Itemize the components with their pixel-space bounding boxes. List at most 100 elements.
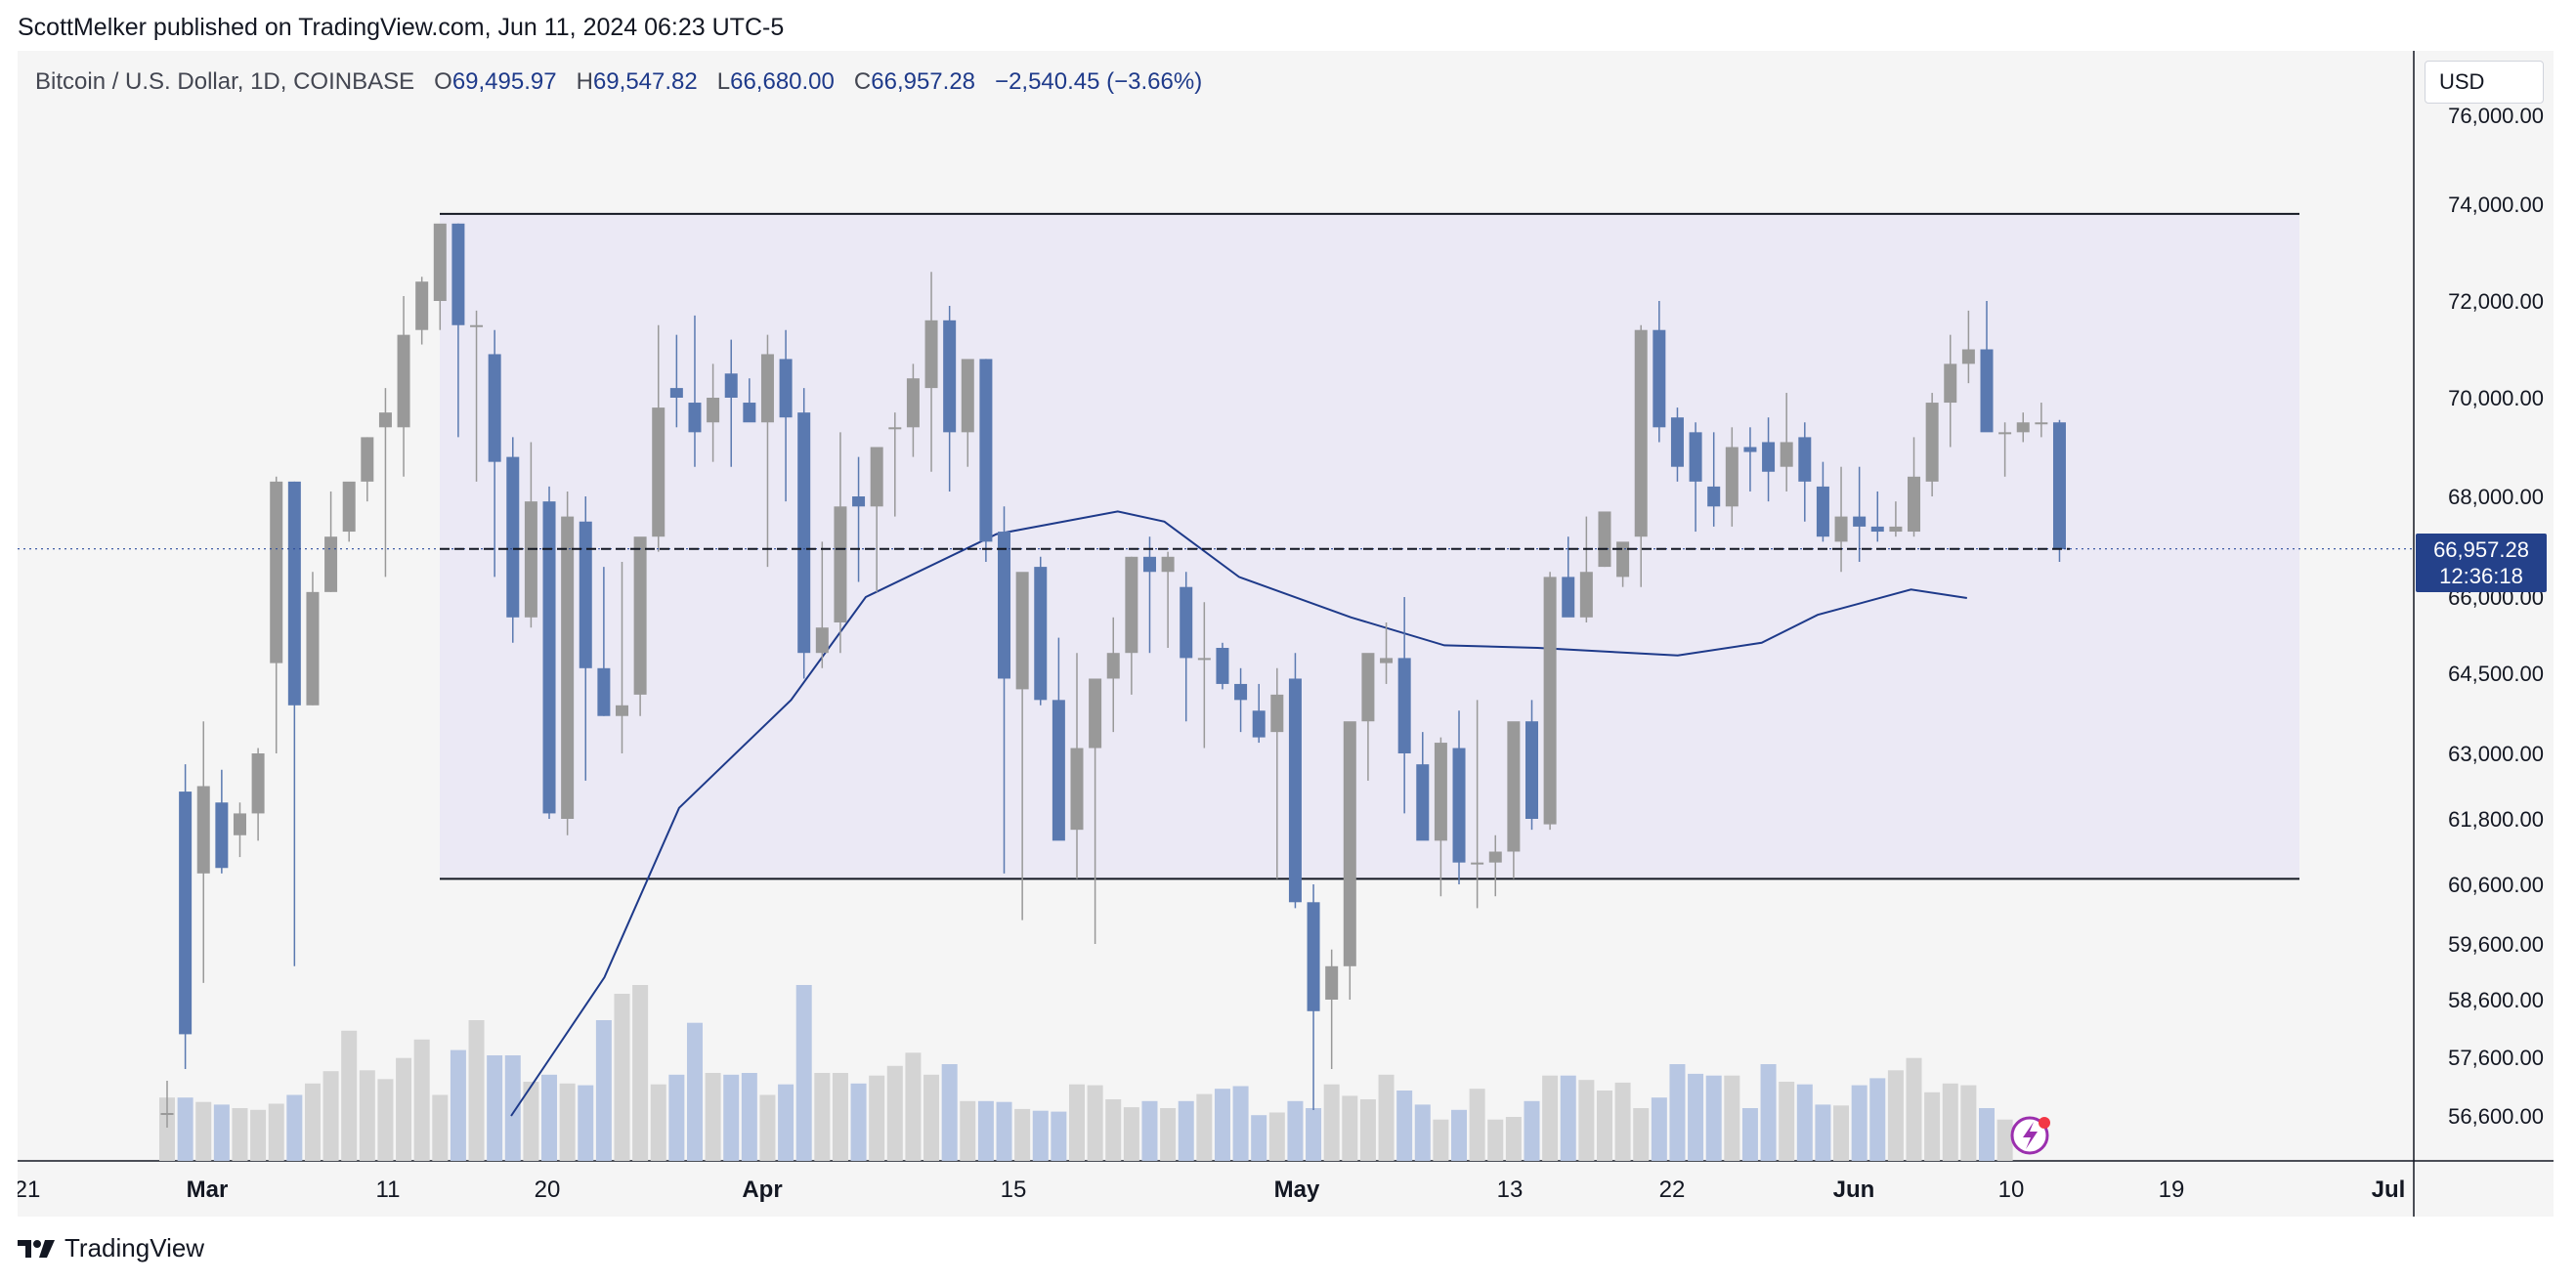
candle-body — [1307, 902, 1320, 1011]
volume-bar — [1833, 1105, 1850, 1161]
time-tick-label: 15 — [1001, 1177, 1027, 1203]
candle-body — [361, 437, 374, 482]
candle-body — [251, 753, 265, 814]
volume-bar — [1032, 1110, 1049, 1161]
candle-body — [1525, 721, 1538, 819]
volume-bar — [686, 1022, 703, 1161]
candle-body — [470, 324, 484, 327]
candle-body — [633, 536, 647, 695]
volume-bar — [1779, 1082, 1795, 1161]
candle-body — [779, 359, 793, 418]
price-axis: 56,600.00 57,600.00 58,600.00 59,600.00 60,6… — [2448, 104, 2544, 1129]
candle-body — [270, 481, 283, 663]
legend-low: 66,680.00 — [730, 68, 835, 95]
alert-icon[interactable] — [2010, 1116, 2050, 1155]
candle-body — [1234, 683, 1248, 701]
candle-body — [888, 427, 902, 430]
volume-bar — [1651, 1097, 1667, 1161]
candle-body — [1579, 572, 1593, 618]
volume-bar — [250, 1109, 267, 1161]
volume-bar — [869, 1075, 885, 1161]
time-tick-label: Mar — [187, 1177, 229, 1203]
candle-body — [1325, 965, 1339, 1000]
candle-body — [378, 412, 392, 428]
time-tick-label: Jun — [1833, 1177, 1875, 1203]
volume-bar — [268, 1103, 284, 1161]
candle-body — [943, 320, 957, 433]
volume-bar — [578, 1085, 594, 1161]
candle-body — [616, 705, 628, 716]
volume-bar — [1251, 1115, 1267, 1161]
candle-body — [1106, 653, 1120, 679]
candle-body — [306, 591, 320, 706]
candle-body — [1034, 567, 1048, 701]
candle-body — [2052, 422, 2066, 550]
volume-bar — [795, 985, 812, 1161]
candle-body — [488, 354, 501, 462]
candle-body — [1834, 516, 1848, 542]
price-chart[interactable]: 56,600.00 57,600.00 58,600.00 59,600.00 60,6… — [18, 51, 2554, 1217]
volume-bar — [1051, 1111, 1067, 1161]
candle-body — [1416, 764, 1430, 841]
volume-bar — [614, 994, 630, 1161]
volume-bar — [996, 1101, 1012, 1161]
legend-low-label: L — [716, 68, 731, 95]
volume-bar — [177, 1097, 193, 1161]
price-tick-label: 63,000.00 — [2448, 742, 2544, 766]
volume-bar — [1851, 1085, 1868, 1161]
candle-body — [597, 667, 611, 716]
candle-body — [561, 516, 575, 819]
time-tick-label: Apr — [742, 1177, 782, 1203]
volume-bar — [1596, 1091, 1612, 1161]
volume-bar — [1741, 1108, 1758, 1161]
candle-body — [215, 802, 229, 869]
volume-bar — [905, 1052, 922, 1161]
footer-brand[interactable]: TradingView — [18, 1233, 204, 1263]
candle-body — [1944, 364, 1957, 404]
volume-bar — [1578, 1080, 1595, 1161]
price-tick-label: 74,000.00 — [2448, 193, 2544, 217]
candle-body — [579, 521, 592, 668]
time-tick-label: 20 — [535, 1177, 561, 1203]
price-tick-label: 57,600.00 — [2448, 1046, 2544, 1070]
volume-bar — [1487, 1119, 1504, 1161]
candle-body — [1998, 432, 2012, 435]
volume-bar — [1323, 1084, 1340, 1161]
currency-button[interactable]: USD — [2425, 61, 2544, 104]
volume-bar — [632, 985, 649, 1161]
volume-bar — [1287, 1100, 1304, 1161]
candle-body — [1125, 556, 1138, 654]
volume-bar — [1924, 1091, 1941, 1161]
candle-body — [1762, 442, 1776, 472]
volume-bar — [504, 1055, 521, 1161]
price-tick-label: 59,600.00 — [2448, 932, 2544, 957]
time-tick-label: May — [1274, 1177, 1320, 1203]
moving-average — [510, 510, 1967, 1117]
volume-bar — [1669, 1064, 1686, 1161]
candle-body — [979, 359, 993, 542]
volume-bar — [468, 1020, 485, 1161]
volume-bar — [650, 1084, 666, 1161]
candle-body — [760, 354, 774, 423]
candle-body — [906, 378, 920, 428]
candle-body — [342, 481, 356, 533]
time-tick-label: 11 — [376, 1177, 401, 1203]
legend-change: −2,540.45 (−3.66%) — [995, 68, 1203, 95]
volume-bar — [1960, 1085, 1977, 1161]
volume-bars — [159, 985, 2013, 1161]
volume-bar — [1342, 1095, 1358, 1161]
time-tick-label: 19 — [2159, 1177, 2185, 1203]
chart-panel[interactable]: 56,600.00 57,600.00 58,600.00 59,600.00 60,6… — [18, 51, 2554, 1217]
volume-bar — [1396, 1091, 1413, 1161]
candle-body — [1452, 748, 1466, 863]
candle-body — [1889, 526, 1903, 533]
candle-body — [924, 320, 938, 389]
candle-body — [1052, 700, 1065, 841]
candle-body — [287, 481, 301, 706]
candle-body — [961, 359, 974, 433]
candle-body — [1161, 556, 1175, 573]
candle-body — [1798, 437, 1812, 482]
candle-body — [1816, 486, 1829, 537]
volume-bar — [1469, 1089, 1485, 1161]
price-tick-label: 58,600.00 — [2448, 988, 2544, 1012]
